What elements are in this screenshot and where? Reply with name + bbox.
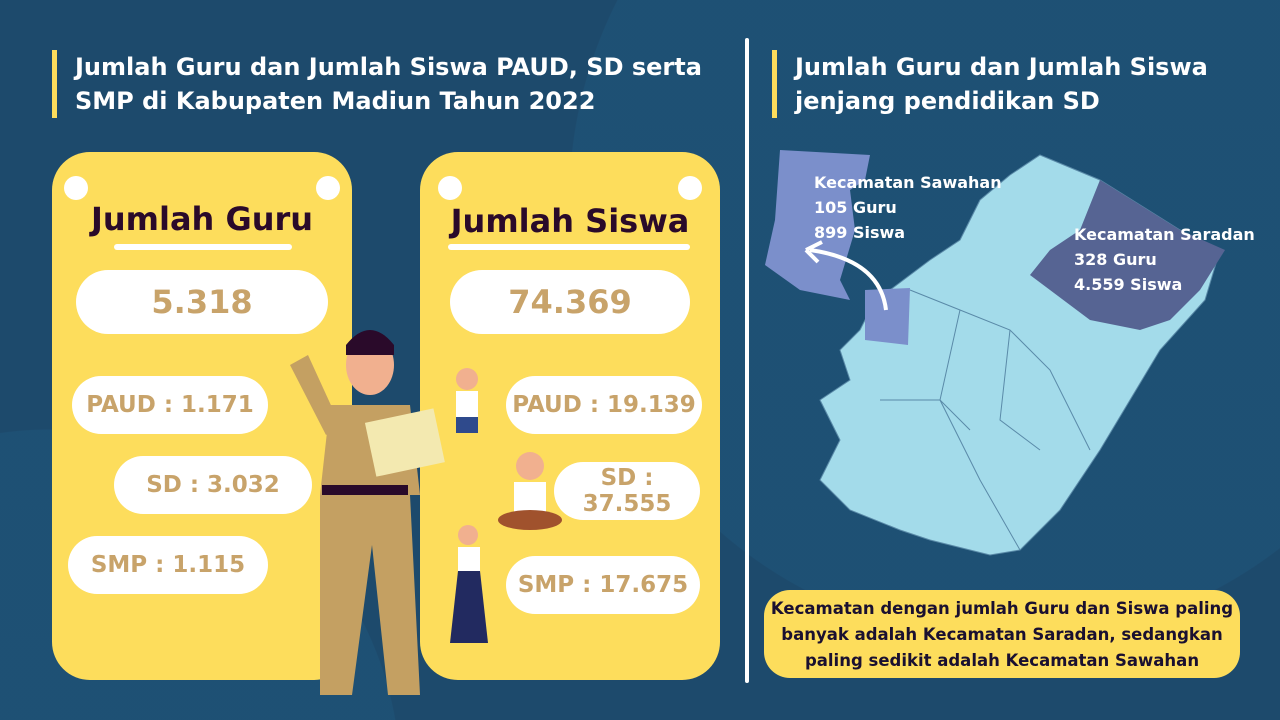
guru-heading: Jumlah Guru bbox=[90, 200, 314, 238]
guru-paud: PAUD : 1.171 bbox=[72, 376, 268, 434]
right-title: Jumlah Guru dan Jumlah Siswa jenjang pen… bbox=[772, 50, 1232, 118]
sawahan-siswa: 899 Siswa bbox=[814, 223, 906, 242]
saradan-guru: 328 Guru bbox=[1074, 250, 1157, 269]
siswa-smp: SMP : 17.675 bbox=[506, 556, 700, 614]
siswa-sd: SD : 37.555 bbox=[554, 462, 700, 520]
siswa-paud: PAUD : 19.139 bbox=[506, 376, 702, 434]
map-region-sawahan bbox=[765, 150, 870, 300]
student-reading-illustration bbox=[498, 452, 562, 530]
saradan-siswa: 4.559 Siswa bbox=[1074, 275, 1183, 294]
map-region-saradan bbox=[1030, 180, 1225, 330]
sawahan-label: Kecamatan Sawahan 105 Guru 899 Siswa bbox=[814, 170, 1002, 245]
card-hole bbox=[64, 176, 88, 200]
students-illustration bbox=[450, 368, 488, 643]
saradan-name: Kecamatan Saradan bbox=[1074, 225, 1255, 244]
siswa-total: 74.369 bbox=[450, 270, 690, 334]
sawahan-name: Kecamatan Sawahan bbox=[814, 173, 1002, 192]
guru-sd: SD : 3.032 bbox=[114, 456, 312, 514]
madiun-map bbox=[765, 150, 1225, 556]
map-region-sawahan-2 bbox=[865, 288, 910, 345]
guru-card: Jumlah Guru 5.318 PAUD : 1.171 SD : 3.03… bbox=[52, 152, 352, 680]
teacher-illustration bbox=[290, 330, 445, 695]
district-borders bbox=[880, 289, 1091, 551]
divider bbox=[745, 38, 749, 683]
sawahan-guru: 105 Guru bbox=[814, 198, 897, 217]
heading-underline bbox=[114, 244, 292, 250]
left-title: Jumlah Guru dan Jumlah Siswa PAUD, SD se… bbox=[52, 50, 712, 118]
card-hole bbox=[678, 176, 702, 200]
heading-underline bbox=[448, 244, 690, 250]
card-hole bbox=[316, 176, 340, 200]
summary-note: Kecamatan dengan jumlah Guru dan Siswa p… bbox=[764, 590, 1240, 678]
arrow-icon bbox=[804, 240, 888, 311]
siswa-heading: Jumlah Siswa bbox=[450, 202, 690, 240]
saradan-label: Kecamatan Saradan 328 Guru 4.559 Siswa bbox=[1074, 222, 1255, 297]
card-hole bbox=[438, 176, 462, 200]
guru-smp: SMP : 1.115 bbox=[68, 536, 268, 594]
guru-total: 5.318 bbox=[76, 270, 328, 334]
